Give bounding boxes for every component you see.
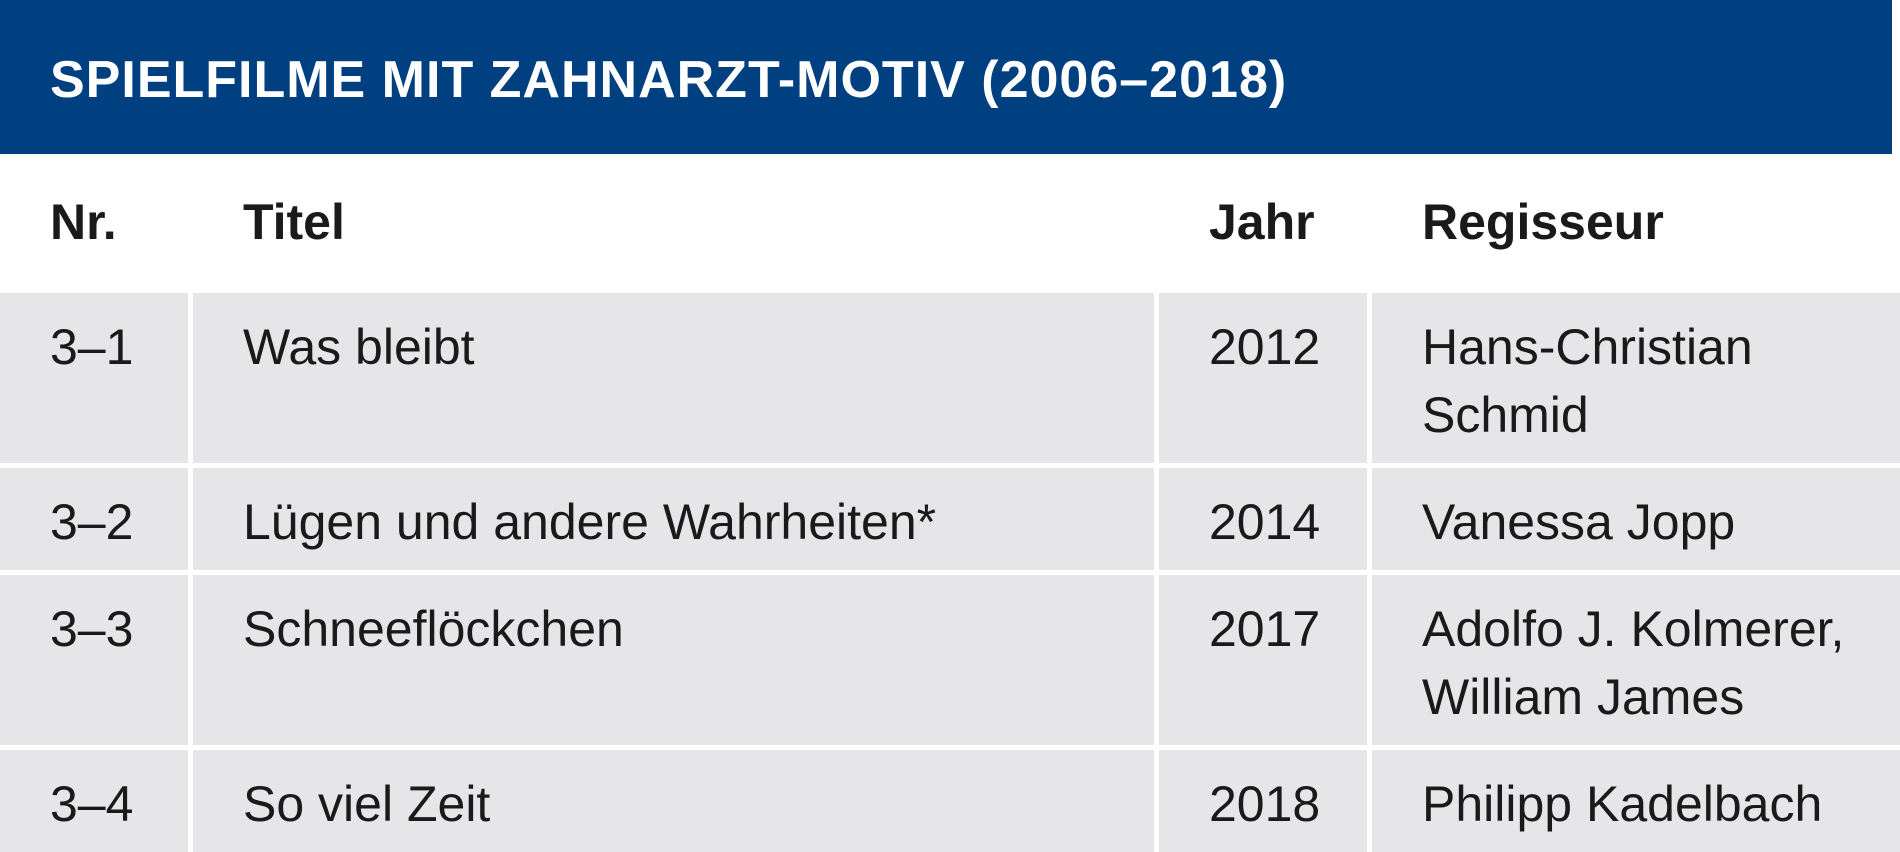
title-bar: SPIELFILME MIT ZAHNARZT-MOTIV (2006–2018… — [0, 0, 1892, 154]
column-header: Jahr — [1159, 154, 1367, 288]
table: Nr. Titel Jahr Regisseur 3–1 Was bleibt 2012 Ha… — [0, 154, 1900, 852]
table-cell: 3–2 — [0, 468, 188, 570]
table-cell: 2018 — [1159, 750, 1367, 852]
table-cell: Adolfo J. Kolmerer, William James — [1372, 575, 1900, 745]
table-cell: 3–4 — [0, 750, 188, 852]
column-header: Nr. — [0, 154, 188, 288]
table-cell: 3–3 — [0, 575, 188, 745]
table-cell: Lügen und andere Wahrheiten* — [193, 468, 1154, 570]
table-cell: Schneeflöckchen — [193, 575, 1154, 745]
column-header: Titel — [193, 154, 1154, 288]
table-cell: 2012 — [1159, 293, 1367, 463]
title: SPIELFILME MIT ZAHNARZT-MOTIV (2006–2018… — [50, 51, 1288, 109]
table-cell: Hans-Christian Schmid — [1372, 293, 1900, 463]
table-cell: Philipp Kadelbach — [1372, 750, 1900, 852]
table-cell: Was bleibt — [193, 293, 1154, 463]
column-header: Regisseur — [1372, 154, 1900, 288]
table-cell: So viel Zeit — [193, 750, 1154, 852]
table-cell: 2014 — [1159, 468, 1367, 570]
table-cell: 2017 — [1159, 575, 1367, 745]
table-cell: 3–1 — [0, 293, 188, 463]
table-cell: Vanessa Jopp — [1372, 468, 1900, 570]
